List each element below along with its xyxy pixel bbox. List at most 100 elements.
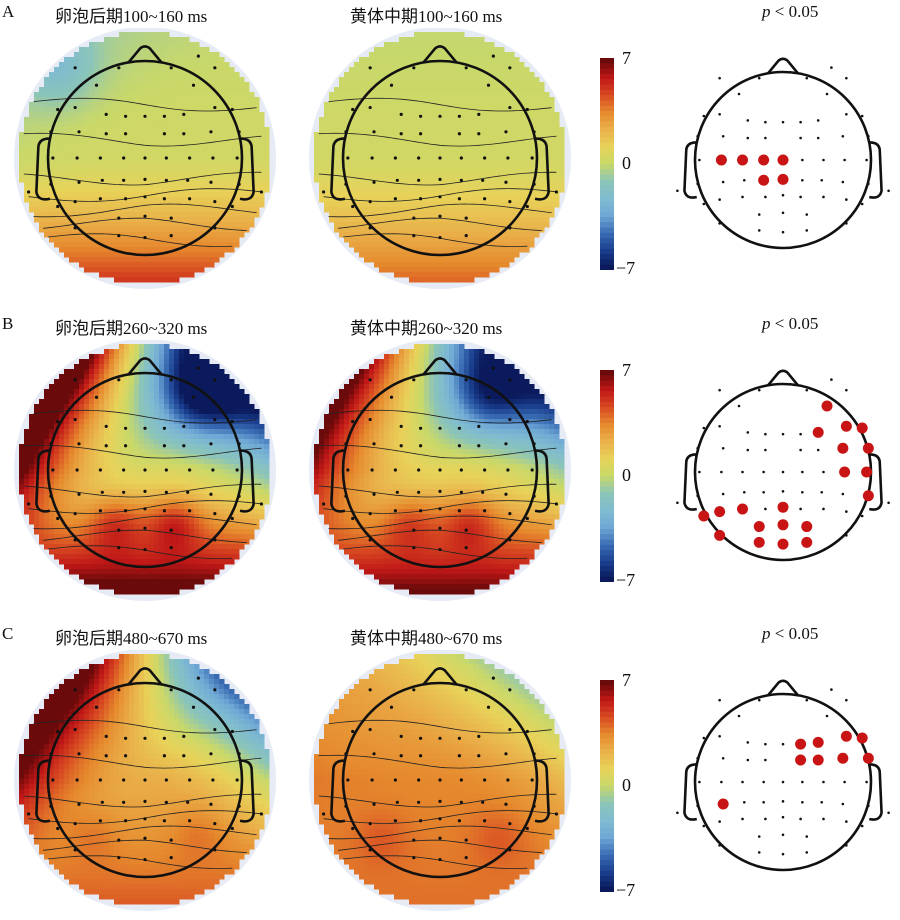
- electrode-dot: [417, 778, 420, 781]
- significant-electrode: [857, 733, 868, 744]
- electrode-dot: [419, 197, 422, 200]
- map-title: 卵泡后期260~320 ms: [55, 314, 207, 339]
- colorbar-segment: [600, 860, 614, 866]
- electrode-dot: [369, 822, 372, 825]
- electrode-dot: [124, 754, 127, 757]
- electrode-dot: [27, 502, 30, 505]
- electrode-dot: [236, 468, 239, 471]
- significant-electrode: [778, 155, 789, 166]
- electrode-dot: [820, 801, 823, 804]
- electrode-dot: [49, 495, 52, 498]
- electrode-dot: [351, 517, 354, 520]
- map-title: 卵泡后期100~160 ms: [55, 2, 207, 27]
- electrode-dot: [483, 819, 486, 822]
- significant-electrode: [841, 731, 852, 742]
- p-threshold: < 0.05: [771, 624, 819, 643]
- electrode-dot: [532, 495, 535, 498]
- electrode-dot: [192, 396, 195, 399]
- electrode-dot: [826, 715, 829, 718]
- electrode-dot: [718, 113, 721, 116]
- electrode-dot: [508, 66, 511, 69]
- electrode-dot: [722, 447, 725, 450]
- electrode-dot: [764, 743, 767, 746]
- electrode-dot: [799, 818, 802, 821]
- significant-electrode: [737, 155, 748, 166]
- electrode-dot: [822, 818, 825, 821]
- colorbar-segment: [600, 545, 614, 551]
- electrode-dot: [369, 200, 372, 203]
- colorbar-tick-label: 7: [622, 48, 631, 69]
- electrode-dot: [56, 205, 59, 208]
- colorbar-segment: [600, 728, 614, 734]
- colorbar-segment: [600, 680, 614, 686]
- electrode-dot: [236, 778, 239, 781]
- electrode-dot: [95, 84, 98, 87]
- electrode-dot: [351, 108, 354, 111]
- electrode-dot: [371, 778, 374, 781]
- significant-electrode: [714, 530, 725, 541]
- electrode-dot: [49, 183, 52, 186]
- colorbar-segment: [600, 492, 614, 498]
- electrode-dot: [165, 468, 168, 471]
- electrode-dot: [49, 805, 52, 808]
- colorbar: [600, 680, 622, 892]
- electrode-dot: [487, 396, 490, 399]
- electrode-dot: [747, 119, 750, 122]
- electrode-dot: [163, 132, 166, 135]
- colorbar-segment: [600, 481, 614, 487]
- electrode-dot: [260, 812, 263, 815]
- electrode-dot: [703, 203, 706, 206]
- electrode-dot: [483, 468, 486, 471]
- electrode-dot: [143, 737, 146, 740]
- electrode-dot: [143, 548, 146, 551]
- significant-electrode: [839, 467, 850, 478]
- electrode-dot: [182, 735, 185, 738]
- electrode-dot: [99, 509, 102, 512]
- electrode-dot: [170, 529, 173, 532]
- electrode-dot: [438, 178, 441, 181]
- electrode-dot: [394, 819, 397, 822]
- electrode-dot: [143, 178, 146, 181]
- topomap: [5, 650, 285, 920]
- electrode-dot: [743, 801, 746, 804]
- electrode-dot: [722, 181, 725, 184]
- electrode-dot: [211, 778, 214, 781]
- electrode-dot: [867, 804, 870, 807]
- colorbar-segment: [600, 375, 614, 381]
- map-title: 卵泡后期480~670 ms: [55, 624, 207, 649]
- electrode-dot: [170, 66, 173, 69]
- colorbar-segment: [600, 402, 614, 408]
- electrode-dot: [99, 156, 102, 159]
- electrode-dot: [346, 156, 349, 159]
- colorbar-segment: [600, 386, 614, 392]
- electrode-dot: [703, 115, 706, 118]
- electrode-dot: [805, 77, 808, 80]
- colorbar-segment: [600, 212, 614, 218]
- electrode-dot: [782, 800, 785, 803]
- electrode-dot: [344, 442, 347, 445]
- electrode-dot: [417, 156, 420, 159]
- electrode-dot: [124, 509, 127, 512]
- colorbar-segment: [600, 733, 614, 739]
- significant-electrode: [863, 753, 874, 764]
- electrode-dot: [718, 425, 721, 428]
- electrode-dot: [99, 197, 102, 200]
- electrode-dot: [369, 512, 372, 515]
- colorbar-segment: [600, 738, 614, 744]
- electrode-dot: [843, 781, 846, 784]
- electrode-dot: [458, 444, 461, 447]
- electrode-dot: [412, 839, 415, 842]
- electrode-dot: [372, 803, 375, 806]
- electrode-dot: [396, 179, 399, 182]
- colorbar-segment: [600, 844, 614, 850]
- electrode-dot: [762, 781, 765, 784]
- electrode-dot: [504, 493, 507, 496]
- electrode-dot: [861, 203, 864, 206]
- electrode-dot: [438, 737, 441, 740]
- electrode-dot: [182, 444, 185, 447]
- colorbar-segment: [600, 760, 614, 766]
- electrode-dot: [782, 834, 785, 837]
- electrode-dot: [412, 688, 415, 691]
- significant-electrode: [778, 174, 789, 185]
- electrode-dot: [799, 508, 802, 511]
